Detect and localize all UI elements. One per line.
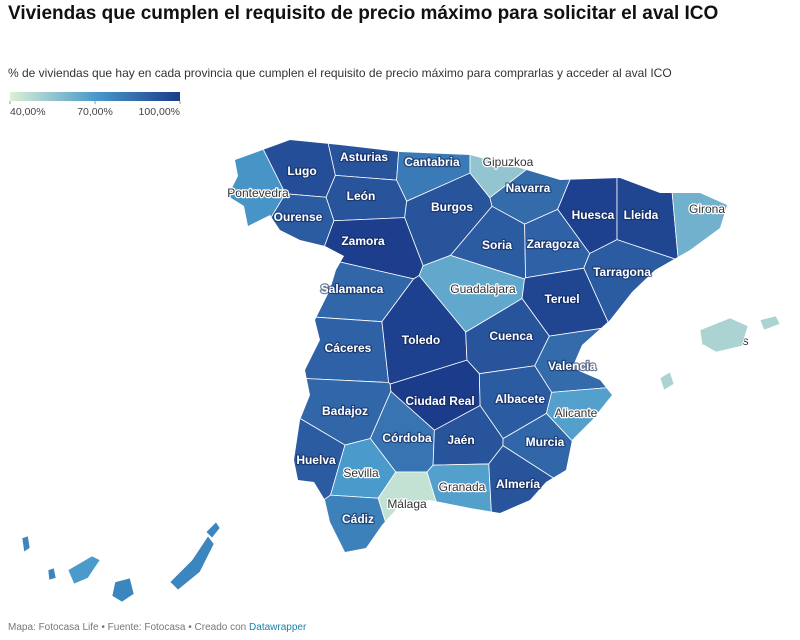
province-label: Almería	[496, 477, 540, 491]
province	[228, 494, 401, 552]
province	[488, 445, 696, 552]
province-label: Asturias	[340, 150, 388, 164]
province-label: León	[347, 189, 376, 203]
legend-tick-label: 40,00%	[10, 106, 46, 118]
province-label: Granada	[439, 480, 486, 494]
province-label: Ciudad Real	[405, 394, 474, 408]
province-label: Tarragona	[593, 265, 651, 279]
province-label: Toledo	[402, 333, 440, 347]
province-label: Zamora	[341, 234, 385, 248]
province-label: Alicante	[555, 406, 598, 420]
province	[616, 140, 679, 261]
province-label: Valencia	[548, 359, 596, 373]
subtitle: % de viviendas que hay en cada provincia…	[8, 66, 672, 80]
legend-tick-label: 100,00%	[139, 106, 180, 118]
province-label: Lleida	[624, 208, 659, 222]
province-label: Sevilla	[343, 466, 379, 480]
province-label: Pontevedra	[227, 186, 289, 200]
province-label: Huelva	[296, 453, 336, 467]
province-label: Cuenca	[489, 329, 533, 343]
province-label: Gipuzkoa	[483, 155, 534, 169]
province-label: Cádiz	[342, 512, 374, 526]
province-label: Salamanca	[321, 282, 384, 296]
province-label: Navarra	[506, 181, 551, 195]
province-label: Burgos	[431, 200, 473, 214]
province-label: Albacete	[495, 392, 545, 406]
province-label: Lugo	[287, 164, 316, 178]
province-label: Cantabria	[404, 155, 460, 169]
province-label: Soria	[482, 238, 512, 252]
title: Viviendas que cumplen el requisito de pr…	[8, 3, 719, 24]
province-label: Badajoz	[322, 404, 368, 418]
province-label: Córdoba	[382, 431, 432, 445]
province-label: Ourense	[274, 210, 323, 224]
island	[759, 315, 781, 331]
province-label: Huesca	[572, 208, 615, 222]
canary-islands	[21, 521, 221, 603]
province-label: Zaragoza	[527, 237, 580, 251]
province-label: Málaga	[387, 497, 427, 511]
island	[659, 371, 675, 391]
province	[583, 239, 727, 397]
province-label: Guadalajara	[450, 282, 516, 296]
province-label: Teruel	[544, 292, 579, 306]
province-label: Murcia	[526, 435, 565, 449]
province-label: Jaén	[447, 433, 474, 447]
legend-bar	[10, 92, 180, 101]
province-label: Girona	[689, 202, 725, 216]
source: Mapa: Fotocasa Life • Fuente: Fotocasa •…	[8, 622, 247, 633]
footer: Mapa: Fotocasa Life • Fuente: Fotocasa •…	[8, 622, 306, 633]
island	[699, 317, 749, 353]
datawrapper-link[interactable]: Datawrapper	[249, 622, 307, 633]
legend-tick-label: 70,00%	[77, 106, 113, 118]
province-label: Cáceres	[325, 341, 372, 355]
